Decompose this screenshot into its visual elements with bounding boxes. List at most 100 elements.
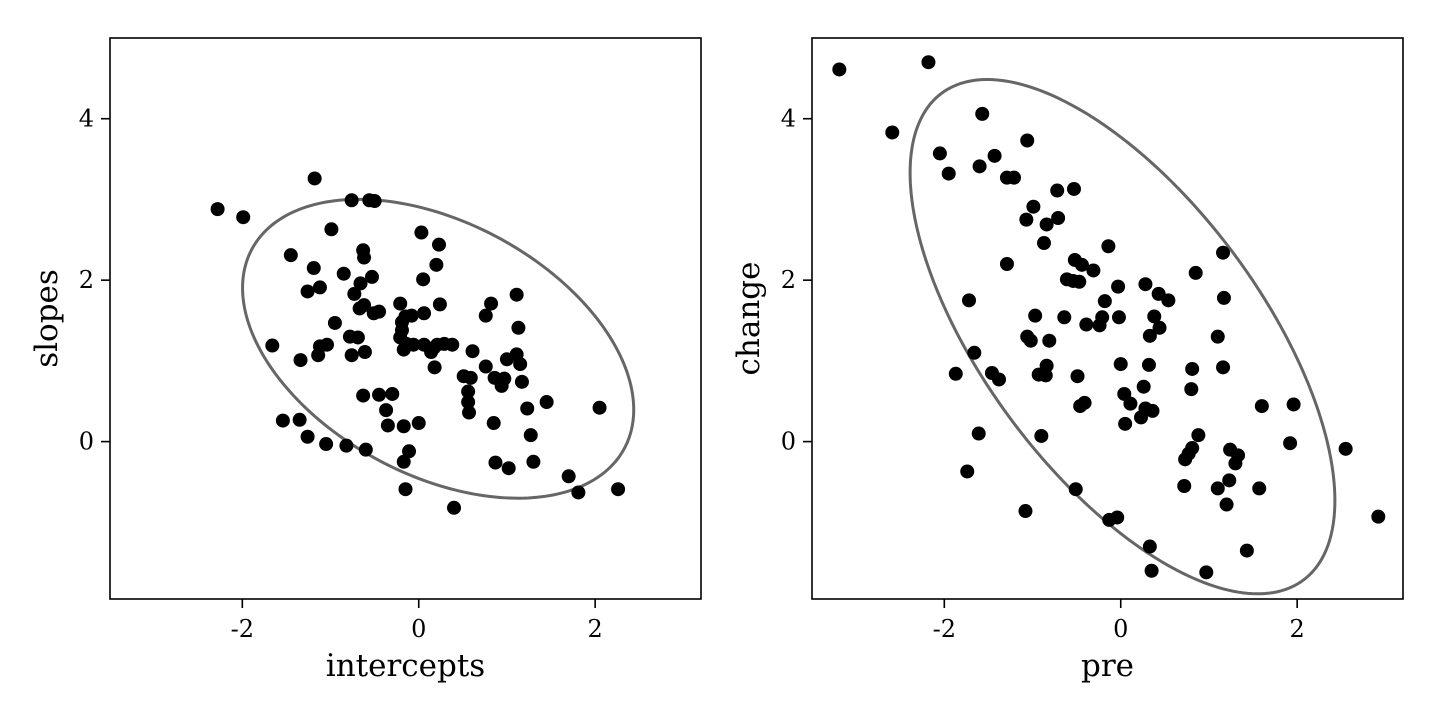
data-point (1007, 170, 1021, 185)
data-point (1210, 481, 1225, 496)
data-point (539, 395, 554, 410)
data-point (611, 482, 626, 497)
data-point (396, 342, 411, 357)
data-point (357, 345, 372, 359)
data-point (509, 287, 524, 302)
data-point (1018, 504, 1033, 519)
data-point (414, 225, 429, 240)
data-point (461, 395, 476, 410)
data-point (396, 454, 411, 469)
x-axis-label: intercepts (326, 648, 485, 684)
data-point (1216, 290, 1231, 305)
x-tick-label: 2 (1290, 615, 1305, 643)
data-point (932, 146, 947, 161)
data-point (352, 301, 367, 316)
data-point (1338, 441, 1353, 456)
data-point (1145, 403, 1160, 418)
data-point (1039, 217, 1054, 232)
data-point (372, 387, 387, 402)
plot-marks (210, 171, 636, 515)
data-point (350, 330, 365, 345)
data-point (501, 461, 516, 476)
x-tick-label: 0 (1113, 615, 1128, 643)
data-point (1222, 473, 1237, 488)
data-point (1138, 277, 1153, 292)
data-point (364, 269, 379, 284)
data-point (324, 222, 339, 237)
data-point (1074, 257, 1089, 272)
data-point (1219, 497, 1234, 512)
data-point (283, 248, 298, 263)
data-point (312, 280, 327, 295)
data-point (358, 442, 373, 457)
data-point (432, 297, 447, 312)
data-point (1178, 452, 1193, 467)
data-point (347, 286, 362, 301)
data-point (417, 306, 432, 321)
data-point (311, 348, 326, 363)
data-point (511, 320, 526, 335)
data-point (972, 159, 987, 174)
data-point (1123, 396, 1138, 411)
data-point (526, 454, 541, 469)
data-point (379, 403, 394, 418)
data-point (1228, 456, 1243, 471)
data-point (265, 338, 280, 353)
data-point (1051, 211, 1066, 225)
data-point (293, 353, 308, 368)
data-point (921, 55, 936, 70)
data-point (1239, 543, 1254, 558)
data-point (1066, 181, 1081, 196)
data-point (424, 345, 439, 359)
data-point (1113, 357, 1128, 372)
data-point (975, 106, 990, 121)
data-point (427, 360, 442, 375)
y-axis-label: slopes (29, 269, 65, 368)
x-tick-label: -2 (933, 615, 956, 643)
data-point (1254, 399, 1269, 414)
data-point (523, 428, 538, 443)
data-point (380, 418, 395, 433)
y-tick-label: 2 (79, 266, 94, 294)
data-point (396, 419, 411, 434)
data-point (1097, 294, 1112, 309)
data-point (465, 344, 480, 359)
data-point (429, 257, 444, 272)
data-point (1111, 279, 1126, 294)
data-point (1042, 333, 1057, 348)
x-axis-label: pre (1081, 648, 1134, 684)
data-point (357, 250, 372, 265)
data-point (1142, 539, 1157, 554)
x-tick-label: 2 (588, 615, 603, 643)
data-point (1142, 328, 1157, 343)
data-point (1057, 310, 1072, 325)
data-point (1038, 368, 1053, 383)
data-point (571, 485, 586, 500)
data-point (353, 276, 368, 291)
plot-frame (109, 37, 702, 600)
chart-panel-1: -2 0 2 0 2 4 intercepts slopes (29, 37, 702, 684)
data-point (960, 464, 975, 479)
data-point (1028, 308, 1043, 323)
data-point (832, 62, 847, 77)
data-point (367, 194, 382, 209)
data-point (1185, 361, 1200, 376)
data-point (885, 125, 900, 140)
data-point (1111, 310, 1126, 325)
data-point (463, 370, 478, 385)
data-point (1141, 357, 1156, 372)
data-point (327, 315, 342, 330)
y-tick-label: 4 (79, 105, 94, 133)
data-point (461, 384, 476, 399)
data-point (307, 171, 322, 186)
data-point (1020, 133, 1035, 148)
data-point (1073, 399, 1088, 414)
data-point (514, 374, 529, 389)
confidence-ellipse (241, 197, 636, 500)
data-point (1134, 410, 1149, 425)
data-point (447, 500, 462, 515)
data-point (319, 437, 334, 452)
data-point (948, 366, 963, 381)
data-point (1191, 428, 1206, 443)
